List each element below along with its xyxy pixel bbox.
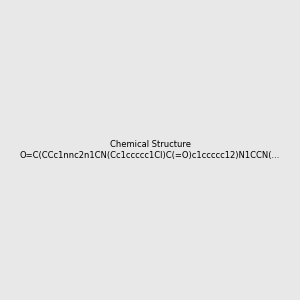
Text: Chemical Structure
O=C(CCc1nnc2n1CN(Cc1ccccc1Cl)C(=O)c1ccccc12)N1CCN(...: Chemical Structure O=C(CCc1nnc2n1CN(Cc1c… — [20, 140, 280, 160]
